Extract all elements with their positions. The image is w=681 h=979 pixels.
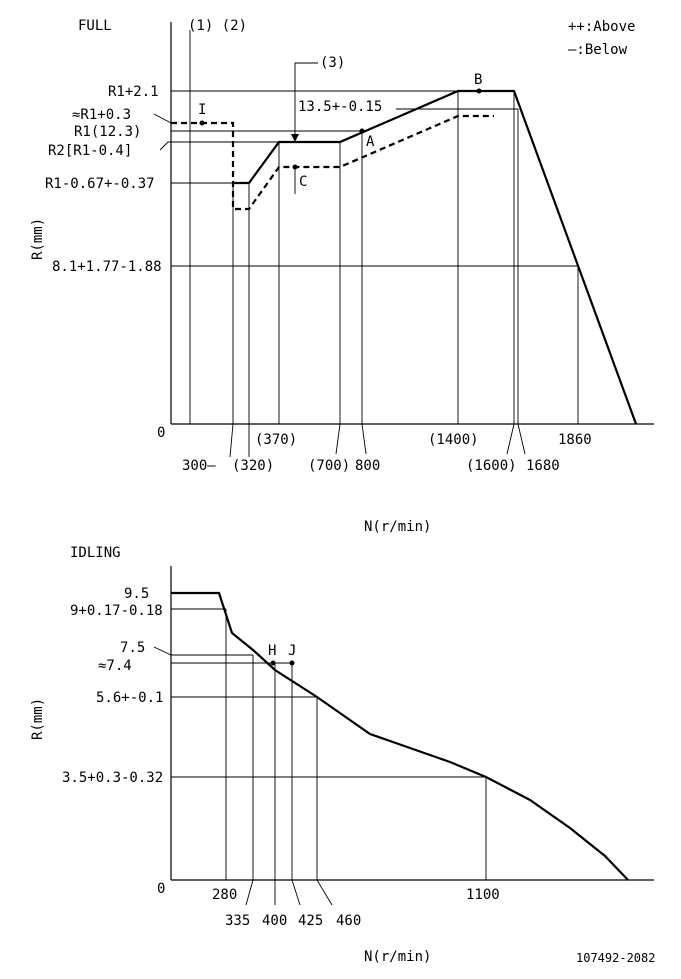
idling-ylabel-5-6: 5.6+-0.1 xyxy=(96,690,163,706)
idling-leader-7-5 xyxy=(153,646,172,656)
leader-r2 xyxy=(159,141,169,151)
tick-leader-700 xyxy=(335,423,341,455)
full-title: FULL xyxy=(78,18,112,34)
tick-leader-300 xyxy=(229,423,234,458)
idling-xtick-280: 280 xyxy=(212,887,237,903)
full-ylabel-zero: 0 xyxy=(157,425,165,441)
xtick-1680: 1680 xyxy=(526,458,560,474)
idling-tick-leader-425 xyxy=(291,879,301,906)
tick-leader-1600 xyxy=(506,423,515,455)
point-i xyxy=(199,120,205,126)
point-b-label: B xyxy=(474,72,482,88)
full-ylabel-r1-0-67: R1-0.67+-0.37 xyxy=(45,176,155,192)
tick-leader-1680 xyxy=(517,423,526,455)
xtick-320: (320) xyxy=(232,458,274,474)
idling-ylabel-7-4: ≈7.4 xyxy=(98,658,132,674)
full-ylabel-r1-2-1: R1+2.1 xyxy=(108,84,159,100)
xtick-300: 300— xyxy=(182,458,216,474)
xtick-700: (700) xyxy=(308,458,350,474)
note3-label: (3) xyxy=(320,55,345,71)
idling-tick-leader-335 xyxy=(245,879,254,906)
idling-ylabel-7-5: 7.5 xyxy=(120,640,145,656)
idling-x-axis-label: N(r/min) xyxy=(364,949,431,965)
point-h xyxy=(270,660,276,666)
point-j-label: J xyxy=(288,643,296,659)
point-j xyxy=(289,660,295,666)
idling-xtick-425: 425 xyxy=(298,913,323,929)
full-ylabel-8-1: 8.1+1.77-1.88 xyxy=(52,259,162,275)
idling-xtick-460: 460 xyxy=(336,913,361,929)
full-solid-curve xyxy=(233,89,638,425)
full-dashed-curve xyxy=(171,114,494,211)
footer-code: 107492-2082 xyxy=(576,951,655,965)
tick-leader-800 xyxy=(361,423,367,455)
full-y-axis-label: R(mm) xyxy=(30,218,46,260)
note3-arrowhead xyxy=(291,134,299,142)
point-b xyxy=(476,88,482,94)
point-i-label: I xyxy=(198,102,206,118)
idling-ylabel-9-5: 9.5 xyxy=(124,586,149,602)
label-13-5: 13.5+-0.15 xyxy=(298,99,382,115)
xtick-1860: 1860 xyxy=(558,432,592,448)
idling-curve xyxy=(171,591,629,881)
point-h-label: H xyxy=(268,643,276,659)
idling-title: IDLING xyxy=(70,545,121,561)
idling-xtick-335: 335 xyxy=(225,913,250,929)
legend-above: ++:Above xyxy=(568,19,635,35)
legend-below: —:Below xyxy=(568,42,628,58)
leader-r1-0-3 xyxy=(153,113,172,124)
notes-1-2: (1) (2) xyxy=(188,18,247,34)
idling-ylabel-9: 9+0.17-0.18 xyxy=(70,603,163,619)
idling-y-axis-label: R(mm) xyxy=(30,698,46,740)
idling-ylabel-3-5: 3.5+0.3-0.32 xyxy=(62,770,163,786)
point-a-label: A xyxy=(366,134,375,150)
note3-leader xyxy=(294,62,318,142)
full-ylabel-r1-12-3: R1(12.3) xyxy=(74,124,141,140)
point-a xyxy=(359,128,365,134)
xtick-800: 800 xyxy=(355,458,380,474)
xtick-1600: (1600) xyxy=(466,458,517,474)
full-ylabel-r2: R2[R1-0.4] xyxy=(48,143,132,159)
full-x-axis-label: N(r/min) xyxy=(364,519,431,535)
full-ylabel-r1-0-3: ≈R1+0.3 xyxy=(72,107,131,123)
xtick-1400: (1400) xyxy=(428,432,479,448)
idling-xtick-1100: 1100 xyxy=(466,887,500,903)
idling-tick-leader-460 xyxy=(316,879,333,906)
xtick-370: (370) xyxy=(255,432,297,448)
idling-xtick-400: 400 xyxy=(262,913,287,929)
point-c-label: C xyxy=(299,174,307,190)
idling-ylabel-zero: 0 xyxy=(157,881,165,897)
